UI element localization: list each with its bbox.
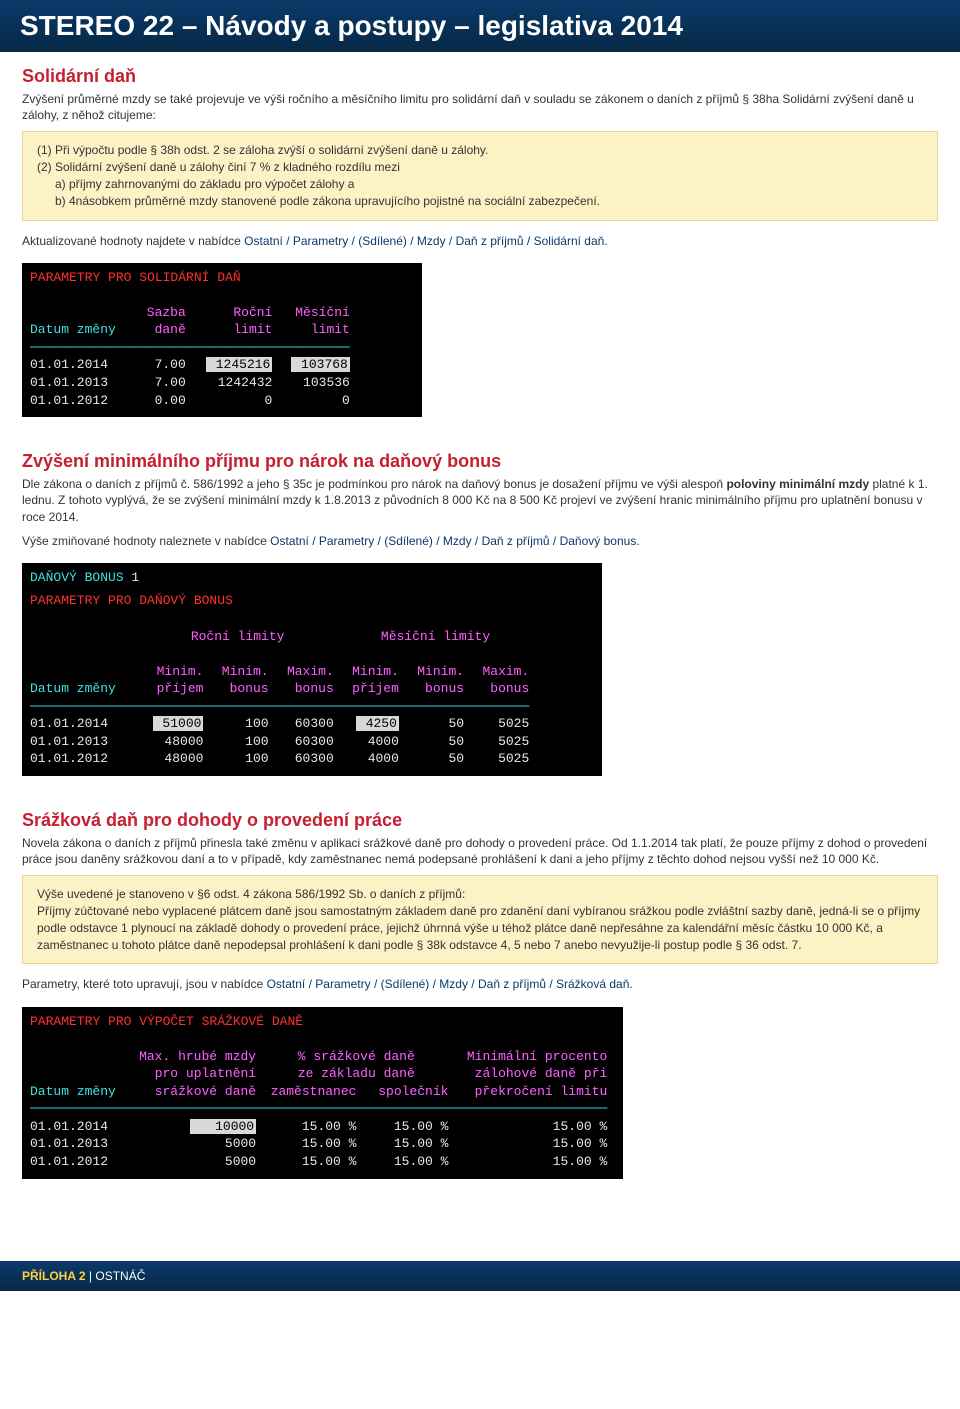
table-row: 01.01.20137.00 1242432 103536	[30, 374, 358, 392]
text-bold: poloviny minimální mzdy	[726, 477, 869, 491]
terminal-solidarni-dan: PARAMETRY PRO SOLIDÁRNÍ DAŇ SazbaRočníMě…	[22, 263, 422, 417]
table-row: 01.01.2012 48000 100 60300 4000 50 5025	[30, 750, 537, 768]
table-row: 01.01.2014 51000 100 60300 4250 50 5025	[30, 715, 537, 733]
footer-text: OSTNÁČ	[95, 1269, 145, 1283]
footer-label: PŘÍLOHA 2	[22, 1269, 86, 1283]
text: Parametry, které toto upravují, jsou v n…	[22, 977, 267, 991]
section3-p1: Novela zákona o daních z příjmů přinesla…	[22, 835, 938, 867]
terminal-danovy-bonus: DAŇOVÝ BONUS 1 PARAMETRY PRO DAŇOVÝ BONU…	[22, 563, 602, 776]
menu-path: Ostatní / Parametry / (Sdílené) / Mzdy /…	[270, 534, 639, 548]
table-row: 01.01.2013 5000 15.00 % 15.00 % 15.00 %	[30, 1135, 615, 1153]
section3-quote-box: Výše uvedené je stanoveno v §6 odst. 4 z…	[22, 875, 938, 964]
page-header: STEREO 22 – Návody a postupy – legislati…	[0, 0, 960, 52]
quote-line: b) 4násobkem průměrné mzdy stanovené pod…	[37, 193, 923, 210]
terminal-srazkova-dan: PARAMETRY PRO VÝPOČET SRÁŽKOVÉ DANĚ Max.…	[22, 1007, 623, 1179]
menu-path: Ostatní / Parametry / (Sdílené) / Mzdy /…	[267, 977, 633, 991]
quote-line: Výše uvedené je stanoveno v §6 odst. 4 z…	[37, 886, 923, 903]
text: Výše zmiňované hodnoty naleznete v nabíd…	[22, 534, 270, 548]
terminal-title: PARAMETRY PRO SOLIDÁRNÍ DAŇ	[30, 269, 414, 287]
table-row: 01.01.2014 10000 15.00 % 15.00 % 15.00 %	[30, 1118, 615, 1136]
section2-p1: Dle zákona o daních z příjmů č. 586/1992…	[22, 476, 938, 525]
section1-quote-box: (1) Při výpočtu podle § 38h odst. 2 se z…	[22, 131, 938, 220]
table-row: 01.01.2013 48000 100 60300 4000 50 5025	[30, 733, 537, 751]
page-footer: PŘÍLOHA 2 | OSTNÁČ	[0, 1261, 960, 1291]
section1-path-line: Aktualizované hodnoty najdete v nabídce …	[22, 233, 938, 249]
section1-title: Solidární daň	[22, 66, 938, 87]
terminal-title: PARAMETRY PRO VÝPOČET SRÁŽKOVÉ DANĚ	[30, 1013, 615, 1031]
menu-path: Ostatní / Parametry / (Sdílené) / Mzdy /…	[244, 234, 607, 248]
terminal-top: DAŇOVÝ BONUS 1	[30, 569, 594, 587]
text: Dle zákona o daních z příjmů č. 586/1992…	[22, 477, 726, 491]
section3-title: Srážková daň pro dohody o provedení prác…	[22, 810, 938, 831]
section2-title: Zvýšení minimálního příjmu pro nárok na …	[22, 451, 938, 472]
section2-path-line: Výše zmiňované hodnoty naleznete v nabíd…	[22, 533, 938, 549]
quote-line: (1) Při výpočtu podle § 38h odst. 2 se z…	[37, 142, 923, 159]
quote-line: (2) Solidární zvýšení daně u zálohy činí…	[37, 159, 923, 176]
terminal-title: PARAMETRY PRO DAŇOVÝ BONUS	[30, 592, 594, 610]
text: Aktualizované hodnoty najdete v nabídce	[22, 234, 244, 248]
quote-line: Příjmy zúčtované nebo vyplacené plátcem …	[37, 903, 923, 953]
section3-path-line: Parametry, které toto upravují, jsou v n…	[22, 976, 938, 992]
page-title: STEREO 22 – Návody a postupy – legislati…	[20, 10, 683, 41]
table-row: 01.01.2012 5000 15.00 % 15.00 % 15.00 %	[30, 1153, 615, 1171]
section1-intro: Zvýšení průměrné mzdy se také projevuje …	[22, 91, 938, 123]
page-content: Solidární daň Zvýšení průměrné mzdy se t…	[0, 52, 960, 1241]
table-row: 01.01.20147.00 1245216 103768	[30, 356, 358, 374]
quote-line: a) příjmy zahrnovanými do základu pro vý…	[37, 176, 923, 193]
table-row: 01.01.20120.00 0 0	[30, 392, 358, 410]
footer-sep: |	[86, 1269, 96, 1283]
